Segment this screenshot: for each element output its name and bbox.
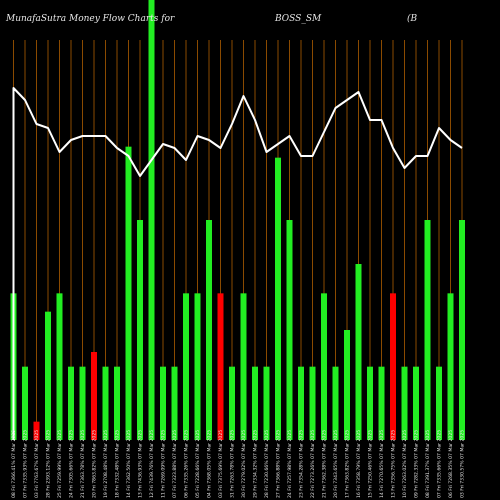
money-flow-bar bbox=[229, 366, 235, 440]
x-tick-label: 16 Fri 7358.79% 07 Mar 2025 bbox=[356, 430, 362, 498]
money-flow-bar bbox=[240, 293, 247, 440]
x-tick-label: 05 Fri 7228.66% 07 Mar 2025 bbox=[195, 430, 201, 498]
x-tick-label: 19 Fri 2708.48% 07 Mar 2025 bbox=[103, 430, 109, 498]
money-flow-bar bbox=[447, 293, 454, 440]
x-tick-label: 15 Fri 7250.46% 07 Mar 2025 bbox=[368, 430, 374, 498]
money-flow-bar bbox=[252, 366, 258, 440]
x-tick-label: 27 Fri 7366.88% 07 Mar 2025 bbox=[276, 430, 282, 498]
x-tick-label: 08 Fri 7391.37% 07 Mar 2025 bbox=[425, 430, 431, 498]
x-axis-tick-labels: 08 Fri 7366.41% 07 Mar 2025 07 Fri 7335.9… bbox=[11, 430, 466, 498]
money-flow-bar bbox=[137, 220, 143, 440]
money-flow-bar bbox=[171, 366, 178, 440]
x-tick-label: 12 Fri 7439.76% 07 Mar 2025 bbox=[149, 430, 155, 498]
header-right-text: (B bbox=[407, 13, 418, 24]
x-tick-label: 21 Fri 7362.38% 07 Mar 2025 bbox=[322, 430, 328, 498]
money-flow-bar bbox=[263, 366, 270, 440]
x-tick-label: 03 Fri 7763.67% 07 Mar 2025 bbox=[34, 430, 40, 498]
x-tick-label: 09 Fri 7282.33% 07 Mar 2025 bbox=[414, 430, 420, 498]
money-flow-bar bbox=[390, 293, 396, 440]
money-flow-bar bbox=[275, 157, 281, 440]
money-flow-bar bbox=[355, 264, 362, 440]
x-tick-label: 07 Fri 7335.66% 07 Mar 2025 bbox=[437, 430, 443, 498]
x-tick-label: 14 Fri 7270.65% 07 Mar 2025 bbox=[379, 430, 385, 498]
money-flow-bar bbox=[298, 366, 304, 440]
money-flow-bar bbox=[217, 293, 224, 440]
money-flow-bar bbox=[309, 366, 316, 440]
x-tick-label: 24 Fri 7305.66% 07 Mar 2025 bbox=[69, 430, 75, 498]
x-tick-label: 13 Fri 7356.75% 07 Mar 2025 bbox=[391, 430, 397, 498]
header-symbol: BOSS_SM bbox=[274, 14, 322, 24]
x-tick-label: 07 Fri 7323.88% 07 Mar 2025 bbox=[172, 430, 178, 498]
x-tick-label: 08 Fri 7366.41% 07 Mar 2025 bbox=[11, 430, 17, 498]
money-flow-bar bbox=[91, 352, 97, 440]
money-flow-bar bbox=[459, 220, 465, 440]
x-tick-label: 07 Fri 7335.93% 07 Mar 2025 bbox=[23, 430, 29, 498]
money-flow-bar bbox=[321, 293, 327, 440]
x-tick-label: 21 Fri 7363.78% 07 Mar 2025 bbox=[80, 430, 86, 498]
x-tick-label: 20 Fri 7863.82% 07 Mar 2025 bbox=[92, 430, 98, 498]
x-tick-label: 28 Fri 2393.12% 07 Mar 2025 bbox=[46, 430, 52, 498]
money-flow-bar bbox=[344, 330, 350, 440]
money-flow-bar bbox=[102, 366, 109, 440]
money-flow-bar bbox=[413, 366, 419, 440]
x-tick-label: 06 Fri 7335.26% 07 Mar 2025 bbox=[184, 430, 190, 498]
money-flow-line bbox=[12, 87, 463, 440]
x-tick-label: 10 Fri 7263.02% 07 Mar 2025 bbox=[402, 430, 408, 498]
money-flow-bar bbox=[367, 366, 373, 440]
x-tick-label: 17 Fri 7363.82% 07 Mar 2025 bbox=[345, 430, 351, 498]
money-flow-bar bbox=[33, 421, 40, 440]
header-left-text: MunafaSutra Money Flow Charts for bbox=[5, 14, 175, 24]
x-tick-label: 20 Fri 7343.65% 07 Mar 2025 bbox=[333, 430, 339, 498]
x-tick-label: 03 Fri 7330.57% 07 Mar 2025 bbox=[460, 430, 466, 498]
x-tick-label: 18 Fri 7332.48% 07 Mar 2025 bbox=[115, 430, 121, 498]
money-flow-bar bbox=[22, 366, 28, 440]
money-flow-bar bbox=[424, 220, 431, 440]
money-flow-bars bbox=[10, 0, 465, 440]
money-flow-bar bbox=[286, 220, 293, 440]
x-tick-label: 14 Fri 7362.50% 07 Mar 2025 bbox=[126, 430, 132, 498]
money-flow-bar bbox=[148, 0, 155, 440]
money-flow-bar bbox=[56, 293, 63, 440]
money-flow-bar bbox=[332, 366, 339, 440]
x-tick-label: 11 Fri 7269.09% 07 Mar 2025 bbox=[161, 430, 167, 498]
money-flow-bar bbox=[183, 293, 189, 440]
money-flow-bar bbox=[68, 366, 74, 440]
x-tick-label: 23 Fri 7354.28% 07 Mar 2025 bbox=[299, 430, 305, 498]
x-tick-label: 30 Fri 7279.02% 07 Mar 2025 bbox=[241, 430, 247, 498]
x-tick-label: 28 Fri 7230.66% 07 Mar 2025 bbox=[264, 430, 270, 498]
money-flow-bar bbox=[79, 366, 86, 440]
money-flow-bar bbox=[436, 366, 442, 440]
x-tick-label: 31 Fri 7263.78% 07 Mar 2025 bbox=[230, 430, 236, 498]
x-tick-label: 24 Fri 7257.98% 07 Mar 2025 bbox=[287, 430, 293, 498]
money-flow-bar bbox=[160, 366, 166, 440]
money-flow-bar bbox=[378, 366, 385, 440]
x-tick-label: 06 Fri 7268.35% 07 Mar 2025 bbox=[448, 430, 454, 498]
x-tick-label: 03 Fri 7375.69% 07 Mar 2025 bbox=[218, 430, 224, 498]
money-flow-bar bbox=[114, 366, 120, 440]
x-tick-label: 22 Fri 7273.26% 07 Mar 2025 bbox=[310, 430, 316, 498]
money-flow-bar bbox=[401, 366, 408, 440]
money-flow-bar bbox=[206, 220, 212, 440]
money-flow-bar bbox=[125, 146, 132, 440]
x-tick-label: 04 Fri 7368.05% 07 Mar 2025 bbox=[207, 430, 213, 498]
x-tick-label: 29 Fri 7334.32% 07 Mar 2025 bbox=[253, 430, 259, 498]
money-flow-bar bbox=[194, 293, 201, 440]
x-tick-label: 25 Fri 7259.99% 07 Mar 2025 bbox=[57, 430, 63, 498]
money-flow-bar bbox=[45, 311, 51, 440]
x-tick-label: 13 Fri 7436.93% 07 Mar 2025 bbox=[138, 430, 144, 498]
